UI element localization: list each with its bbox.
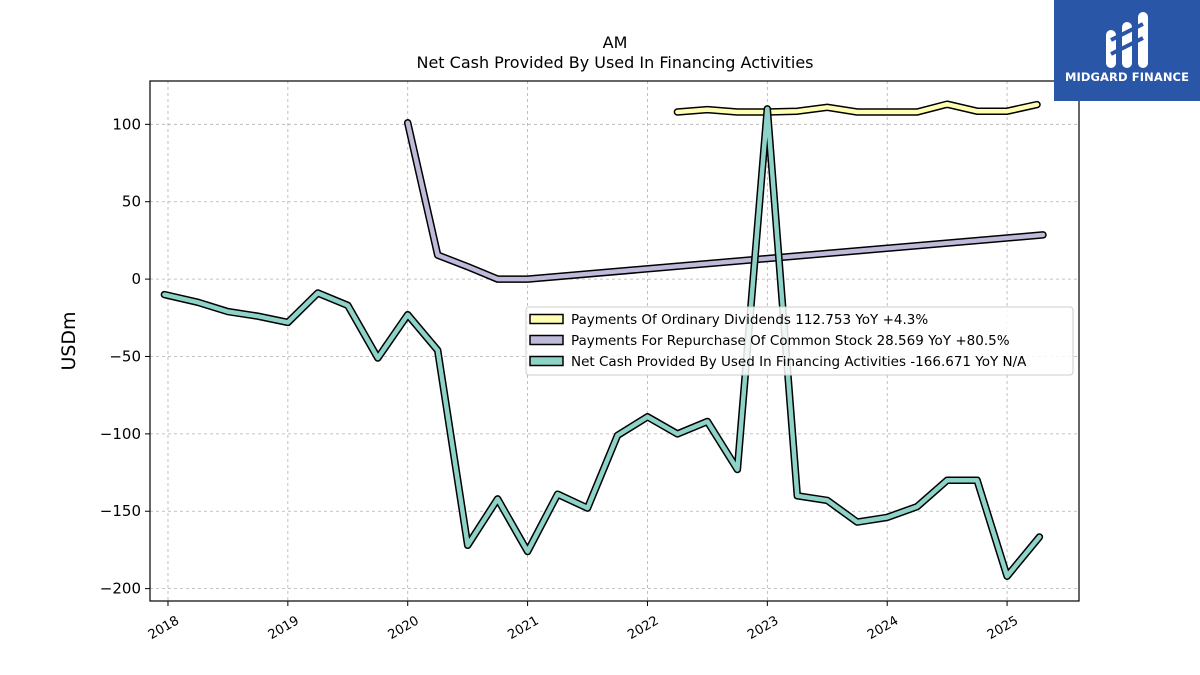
series-line-0	[675, 101, 1040, 115]
y-tick-label: 100	[112, 115, 141, 133]
series-line-1	[405, 120, 1046, 282]
legend-label: Payments Of Ordinary Dividends 112.753 Y…	[571, 312, 928, 328]
brand-logo: MIDGARD FINANCE	[1054, 0, 1200, 101]
logo-mark-icon	[1106, 12, 1148, 68]
y-axis-label: USDm	[58, 311, 80, 370]
x-tick-label: 2018	[146, 613, 182, 643]
plot-frame	[149, 80, 1080, 602]
x-tick-label: 2023	[745, 613, 781, 643]
x-tick-label: 2020	[386, 613, 422, 643]
x-tick-label: 2025	[985, 613, 1021, 643]
y-tick-label: −100	[100, 425, 141, 443]
series-lines	[160, 100, 1047, 580]
brand-name: MIDGARD FINANCE	[1064, 70, 1190, 84]
legend-swatch	[529, 355, 564, 367]
chart-title: AM	[603, 33, 628, 52]
y-tick-label: −200	[100, 580, 141, 598]
x-tick-label: 2022	[625, 613, 661, 643]
x-tick-label: 2024	[865, 613, 901, 643]
series-outline-1	[403, 119, 1047, 283]
x-tick-label: 2021	[505, 613, 541, 643]
chart-subtitle: Net Cash Provided By Used In Financing A…	[416, 53, 813, 72]
legend-label: Net Cash Provided By Used In Financing A…	[571, 354, 1027, 370]
legend-swatch	[529, 313, 564, 325]
x-tick-label: 2019	[266, 613, 302, 643]
y-tick-label: −50	[109, 347, 141, 365]
legend-swatch	[529, 334, 564, 346]
y-tick-label: −150	[100, 502, 141, 520]
axis-ticks: 100 50 0 −50 −100 −150 −200 2018 2019 2020 2021 202…	[100, 115, 1021, 643]
y-tick-label: 0	[131, 270, 141, 288]
legend: Payments Of Ordinary Dividends 112.753 Y…	[525, 306, 1074, 376]
legend-box	[525, 306, 1074, 376]
y-tick-label: 50	[122, 193, 141, 211]
legend-label: Payments For Repurchase Of Common Stock …	[571, 333, 1010, 349]
series-line-2	[162, 106, 1042, 579]
